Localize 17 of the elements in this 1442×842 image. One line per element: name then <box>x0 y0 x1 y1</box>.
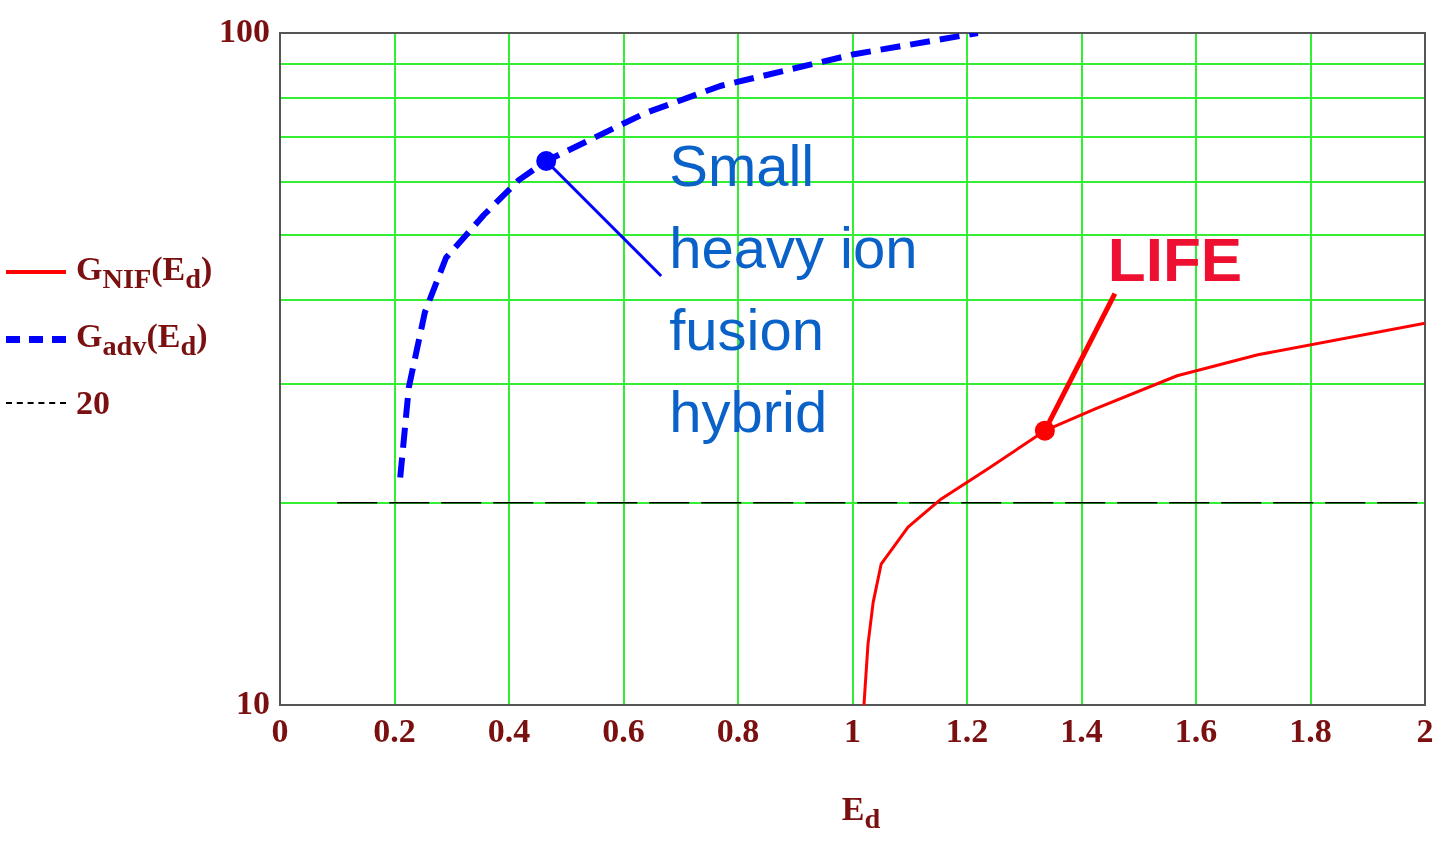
legend-label: G$_{NIF}$(E$_{d}$) <box>76 250 213 295</box>
x-tick-label: 1.4 <box>1060 712 1103 750</box>
legend-label: 20 <box>76 383 110 422</box>
x-tick-label: 0 <box>271 712 289 750</box>
x-tick-label: 0.4 <box>487 712 531 750</box>
x-tick-label: 0.8 <box>716 712 760 750</box>
x-tick-label: 0.2 <box>373 712 416 750</box>
x-axis-title: E$_{d}$ <box>841 790 881 834</box>
x-tick-label: 1.8 <box>1289 712 1332 750</box>
x-tick-label: 0.6 <box>602 712 645 750</box>
y-tick-label: 10 <box>236 683 270 721</box>
x-tick-label: 1 <box>844 712 861 750</box>
y-tick-label: 100 <box>219 11 270 49</box>
x-tick-label: 1.2 <box>945 712 989 750</box>
legend-label: G$_{adv}$(E$_{d}$) <box>76 316 208 362</box>
x-tick-label: 2 <box>1416 712 1434 750</box>
x-tick-label: 1.6 <box>1174 712 1218 750</box>
